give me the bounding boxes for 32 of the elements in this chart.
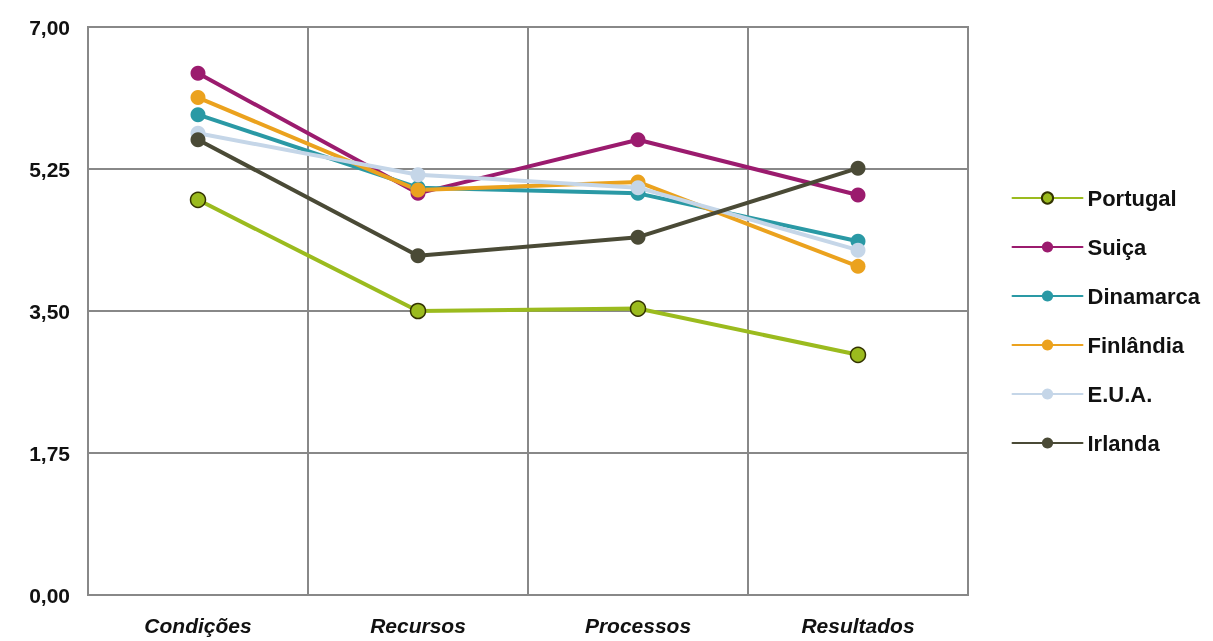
x-tick-label: Processos bbox=[584, 614, 692, 637]
point bbox=[629, 300, 647, 317]
point bbox=[410, 248, 426, 264]
point bbox=[850, 160, 866, 176]
x-tick-label: Resultados bbox=[801, 614, 915, 637]
point bbox=[190, 90, 206, 106]
point bbox=[410, 167, 426, 183]
y-tick-label: 0,00 bbox=[29, 583, 70, 607]
x-tick-label: Condições bbox=[144, 614, 252, 637]
point bbox=[850, 187, 866, 203]
point bbox=[190, 132, 206, 148]
y-tick-label: 1,75 bbox=[29, 441, 71, 465]
x-tick-label: Recursos bbox=[370, 614, 466, 637]
y-tick-label: 7,00 bbox=[29, 15, 70, 39]
y-tick-label: 3,50 bbox=[29, 299, 70, 323]
point bbox=[630, 229, 646, 245]
point bbox=[190, 107, 206, 123]
point bbox=[630, 132, 646, 148]
legend-label: E.U.A. bbox=[1087, 381, 1153, 407]
point bbox=[850, 242, 866, 258]
point bbox=[190, 65, 206, 81]
y-tick-label: 5,25 bbox=[29, 157, 71, 181]
legend-label: Finlândia bbox=[1087, 332, 1185, 358]
point bbox=[189, 191, 207, 209]
point bbox=[850, 258, 866, 274]
legend-label: Irlanda bbox=[1087, 430, 1161, 456]
legend-label: Portugal bbox=[1087, 185, 1177, 211]
point bbox=[630, 180, 646, 196]
legend-label: Suiça bbox=[1087, 234, 1147, 260]
point bbox=[409, 302, 427, 320]
point bbox=[849, 346, 867, 364]
legend-label: Dinamarca bbox=[1087, 283, 1201, 309]
